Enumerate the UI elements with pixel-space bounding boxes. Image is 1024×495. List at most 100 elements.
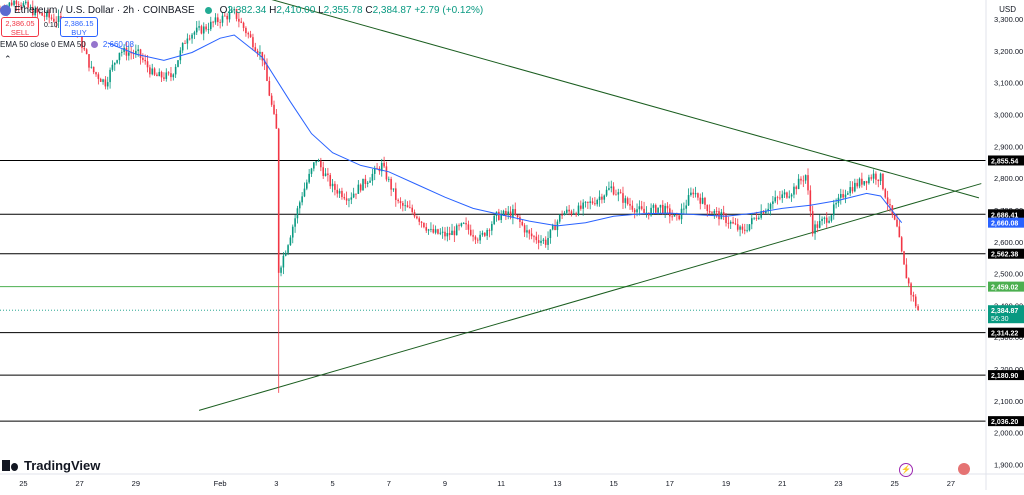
- candle-body: [594, 203, 596, 205]
- candle-body: [772, 201, 774, 204]
- candle-body: [479, 234, 481, 241]
- candle-body: [603, 195, 606, 200]
- candle-body: [877, 179, 880, 182]
- symbol-title[interactable]: Ethereum / U.S. Dollar · 2h · COINBASE: [14, 4, 195, 16]
- candle-body: [172, 74, 175, 78]
- candle-body: [317, 161, 320, 162]
- candle-body: [816, 224, 819, 228]
- candle-body: [652, 205, 655, 208]
- candle-body: [573, 213, 575, 214]
- candle-body: [200, 26, 203, 34]
- candle-body: [521, 221, 524, 226]
- candle-body: [256, 50, 259, 54]
- x-tick-label: 27: [75, 479, 83, 488]
- candle-body: [903, 251, 905, 265]
- tradingview-logo-icon: [2, 460, 20, 471]
- ema50-line: [107, 34, 903, 227]
- level-price-tag: [988, 209, 1024, 220]
- y-tick-label: 2,100.00: [994, 397, 1023, 406]
- candle-body: [310, 168, 313, 174]
- ema-price-label: 2,660.08: [991, 221, 1018, 228]
- candle-body: [488, 230, 491, 231]
- candle-body: [465, 223, 467, 225]
- candle-body: [570, 211, 573, 214]
- candle-body: [207, 29, 210, 30]
- us-flag-icon[interactable]: [958, 463, 970, 475]
- candle-body: [313, 162, 315, 169]
- candle-body: [128, 52, 130, 56]
- candle-body: [233, 9, 236, 11]
- candle-body: [413, 212, 416, 217]
- candle-body: [90, 66, 93, 68]
- open-label: O: [219, 4, 228, 16]
- candle-body: [893, 214, 896, 220]
- candle-body: [657, 207, 659, 213]
- low-label: L: [318, 4, 324, 16]
- sell-button[interactable]: 2,386.05 SELL: [1, 17, 39, 37]
- candle-body: [762, 211, 765, 214]
- flash-icon[interactable]: ⚡: [899, 463, 913, 477]
- candle-body: [491, 224, 493, 231]
- candle-body: [760, 211, 762, 218]
- x-tick-label: 25: [19, 479, 27, 488]
- close-label: C: [365, 4, 373, 16]
- tradingview-logo[interactable]: TradingView: [2, 458, 100, 473]
- x-tick-label: 3: [274, 479, 278, 488]
- candle-body: [615, 194, 617, 196]
- candle-body: [858, 178, 861, 187]
- candle-body: [589, 201, 591, 203]
- candle-body: [659, 204, 662, 208]
- candle-body: [786, 192, 788, 198]
- candle-body: [53, 18, 55, 22]
- candle-body: [224, 15, 226, 17]
- candle-body: [807, 175, 809, 191]
- candle-body: [135, 50, 137, 55]
- ema-legend[interactable]: EMA 50 close 0 EMA 50 2,660.08: [0, 40, 134, 49]
- candle-body: [315, 161, 317, 163]
- candle-body: [364, 178, 367, 184]
- candle-body: [139, 49, 142, 58]
- candle-body: [790, 194, 793, 197]
- candle-body: [715, 210, 718, 212]
- candle-body: [444, 231, 446, 237]
- candle-body: [43, 15, 46, 17]
- candle-body: [324, 173, 327, 176]
- chevron-up-icon[interactable]: ⌃: [4, 54, 12, 64]
- candle-body: [41, 12, 43, 16]
- candle-body: [275, 113, 278, 129]
- candle-body: [713, 210, 716, 214]
- candle-body: [83, 47, 86, 50]
- buy-label: BUY: [71, 28, 87, 37]
- high-value: 2,410.00: [276, 4, 316, 16]
- time-axis: 25 27 29 Feb 3 5 7 9 11 13 15 17 19 21 23 25 27: [0, 473, 1024, 488]
- candle-body: [432, 228, 435, 233]
- candle-body: [231, 10, 233, 13]
- candle-body: [580, 205, 582, 209]
- trendline: [198, 183, 982, 411]
- candle-body: [240, 21, 243, 23]
- level-price-label: 2,562.38: [991, 252, 1018, 259]
- candle-body: [31, 6, 34, 16]
- candle-body: [446, 233, 449, 237]
- candle-body: [85, 49, 88, 55]
- candle-body: [137, 49, 139, 51]
- candle-body: [92, 66, 95, 73]
- candle-body: [259, 51, 261, 54]
- candle-body: [219, 22, 221, 23]
- candle-body: [320, 161, 322, 168]
- candle-body: [81, 34, 83, 48]
- candle-body: [882, 173, 884, 190]
- candle-body: [448, 233, 451, 236]
- candle-body: [24, 1, 27, 4]
- candle-body: [420, 221, 423, 223]
- open-value: 2,382.34: [227, 4, 267, 16]
- buy-button[interactable]: 2,386.15 BUY: [60, 17, 98, 37]
- candle-body: [390, 178, 392, 190]
- candle-body: [753, 217, 755, 219]
- current-price-tag: [988, 305, 1024, 324]
- candle-body: [481, 232, 484, 235]
- eye-icon[interactable]: [90, 41, 98, 48]
- candle-body: [343, 197, 346, 199]
